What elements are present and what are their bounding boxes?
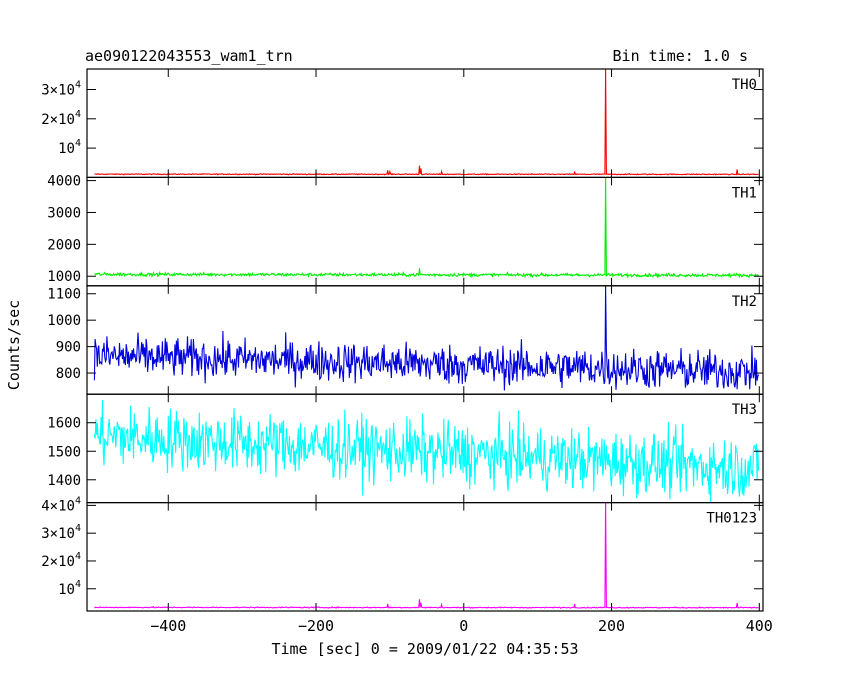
chart-title: ae090122043553_wam1_trn <box>85 47 293 65</box>
panel-th0123: TH0123 104 2×104 3×104 4×104 <box>41 495 764 612</box>
y-tick-label: 1000 <box>47 313 81 329</box>
y-tick-label: 2000 <box>47 237 81 253</box>
x-tick-label: −400 <box>150 617 186 635</box>
panels-group: TH0 104 2×104 3×104 TH1 1000 2000 3000 4000 TH2 80… <box>41 68 764 612</box>
panel-th3: TH3 1400 1500 1600 <box>47 393 764 504</box>
y-tick-label: 2×104 <box>41 551 81 570</box>
panel-th1: TH1 1000 2000 3000 4000 <box>47 174 764 287</box>
y-tick-label: 3×104 <box>41 80 81 99</box>
panel-th0: TH0 104 2×104 3×104 <box>41 68 764 179</box>
series-line-th1 <box>94 177 760 279</box>
panel-frame <box>86 176 764 287</box>
x-axis: −400 −200 0 200 400 <box>150 617 773 635</box>
panel-name-th0123: TH0123 <box>706 511 757 527</box>
panel-frame <box>86 68 764 179</box>
panel-name-th1: TH1 <box>732 185 757 201</box>
y-tick-label: 104 <box>58 579 81 598</box>
y-tick-label: 900 <box>56 340 81 356</box>
panel-th2: TH2 800 900 1000 1100 <box>47 285 764 395</box>
bin-time-label: Bin time: 1.0 s <box>613 47 748 65</box>
panel-frame <box>86 285 764 395</box>
y-tick-label: 1600 <box>47 416 81 432</box>
y-tick-label: 4000 <box>47 174 81 190</box>
x-tick-label: −200 <box>298 617 334 635</box>
panel-name-th2: TH2 <box>732 294 757 310</box>
x-tick-label: 400 <box>746 617 773 635</box>
x-axis-label: Time [sec] 0 = 2009/01/22 04:35:53 <box>271 640 578 658</box>
x-tick-label: 200 <box>598 617 625 635</box>
panel-name-th0: TH0 <box>732 77 757 93</box>
y-tick-label: 1400 <box>47 473 81 489</box>
x-tick-label: 0 <box>459 617 468 635</box>
panel-name-th3: TH3 <box>732 402 757 418</box>
y-tick-label: 1100 <box>47 287 81 303</box>
y-tick-label: 2×104 <box>41 109 81 128</box>
y-tick-label: 1000 <box>47 269 81 285</box>
series-line-th2 <box>93 285 760 391</box>
series-line-th3 <box>93 399 760 503</box>
panel-frame <box>86 502 764 612</box>
y-axis-label: Counts/sec <box>5 300 23 390</box>
y-tick-label: 1500 <box>47 444 81 460</box>
y-tick-label: 104 <box>58 138 81 157</box>
y-tick-label: 4×104 <box>41 495 81 514</box>
y-tick-label: 3×104 <box>41 523 81 542</box>
y-tick-label: 3000 <box>47 205 81 221</box>
series-line-th0 <box>94 69 759 176</box>
series-line-th0123 <box>94 502 759 609</box>
y-tick-label: 800 <box>56 366 81 382</box>
